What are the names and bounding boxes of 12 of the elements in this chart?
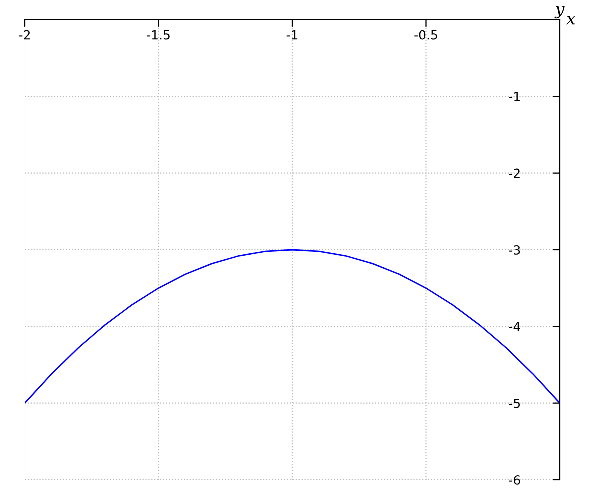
x-tick-label: -0.5 xyxy=(414,30,438,40)
x-axis-title: x xyxy=(566,16,576,25)
y-tick-label: -5 xyxy=(509,398,520,408)
y-tick-label: -1 xyxy=(509,92,520,102)
y-tick-label: -4 xyxy=(509,322,520,332)
y-tick-label: -2 xyxy=(509,168,520,178)
y-tick-label: -3 xyxy=(509,245,520,255)
x-tick-label: -2 xyxy=(19,30,30,40)
x-tick-label: -1 xyxy=(286,30,298,40)
x-tick-label: -1.5 xyxy=(147,30,170,40)
y-tick-label: -6 xyxy=(509,475,520,485)
y-axis-title: y xyxy=(554,6,565,19)
